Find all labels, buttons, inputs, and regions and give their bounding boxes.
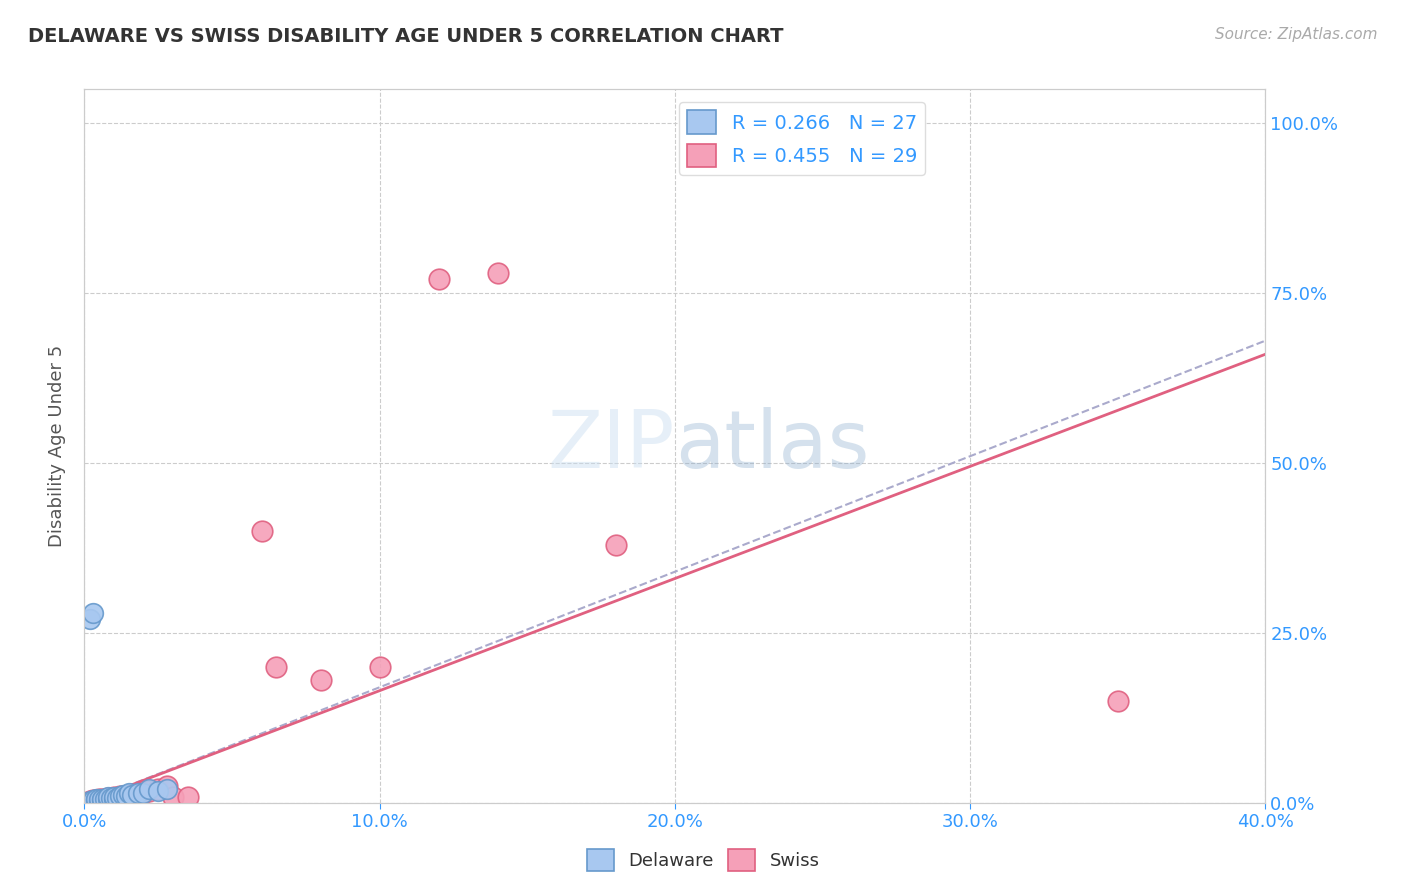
Point xyxy=(132,786,155,800)
Point xyxy=(103,790,125,805)
Point xyxy=(103,790,125,805)
Point xyxy=(156,782,179,797)
Point xyxy=(97,791,120,805)
Point xyxy=(427,272,450,286)
Point xyxy=(103,792,125,806)
Text: Source: ZipAtlas.com: Source: ZipAtlas.com xyxy=(1215,27,1378,42)
Point xyxy=(79,794,101,808)
Point xyxy=(127,786,149,800)
Point xyxy=(368,660,391,674)
Legend: Delaware, Swiss: Delaware, Swiss xyxy=(579,842,827,879)
Point xyxy=(79,612,101,626)
Point xyxy=(82,793,104,807)
Point xyxy=(118,789,141,803)
Point xyxy=(84,793,107,807)
Point xyxy=(121,788,143,802)
Point xyxy=(91,791,114,805)
Y-axis label: Disability Age Under 5: Disability Age Under 5 xyxy=(48,345,66,547)
Point xyxy=(309,673,332,688)
Point xyxy=(89,792,111,806)
Point xyxy=(177,790,200,805)
Point xyxy=(486,266,509,280)
Point xyxy=(84,793,107,807)
Point xyxy=(118,786,141,800)
Point xyxy=(1107,694,1129,708)
Point xyxy=(138,782,160,797)
Point xyxy=(121,788,143,802)
Point xyxy=(138,783,160,797)
Point xyxy=(108,789,131,803)
Point xyxy=(111,788,134,802)
Point xyxy=(105,791,128,805)
Point xyxy=(114,789,136,803)
Point xyxy=(89,794,111,808)
Point xyxy=(264,660,288,674)
Point xyxy=(97,791,120,805)
Point xyxy=(132,786,155,800)
Text: atlas: atlas xyxy=(675,407,869,485)
Point xyxy=(97,790,120,805)
Point xyxy=(91,792,114,806)
Point xyxy=(91,793,114,807)
Point xyxy=(84,792,107,806)
Point xyxy=(156,779,179,793)
Point xyxy=(94,792,117,806)
Point xyxy=(108,789,131,803)
Legend: R = 0.266   N = 27, R = 0.455   N = 29: R = 0.266 N = 27, R = 0.455 N = 29 xyxy=(679,103,925,175)
Point xyxy=(162,790,184,805)
Text: ZIP: ZIP xyxy=(547,407,675,485)
Point xyxy=(250,524,273,538)
Point xyxy=(82,606,104,620)
Point xyxy=(100,791,122,805)
Point xyxy=(82,793,104,807)
Point xyxy=(148,783,170,797)
Point xyxy=(100,791,122,805)
Text: DELAWARE VS SWISS DISABILITY AGE UNDER 5 CORRELATION CHART: DELAWARE VS SWISS DISABILITY AGE UNDER 5… xyxy=(28,27,783,45)
Point xyxy=(605,537,627,551)
Point xyxy=(148,782,170,797)
Point xyxy=(79,794,101,808)
Point xyxy=(127,786,149,800)
Point xyxy=(105,791,128,805)
Point xyxy=(111,790,134,805)
Point xyxy=(89,792,111,806)
Point xyxy=(94,791,117,805)
